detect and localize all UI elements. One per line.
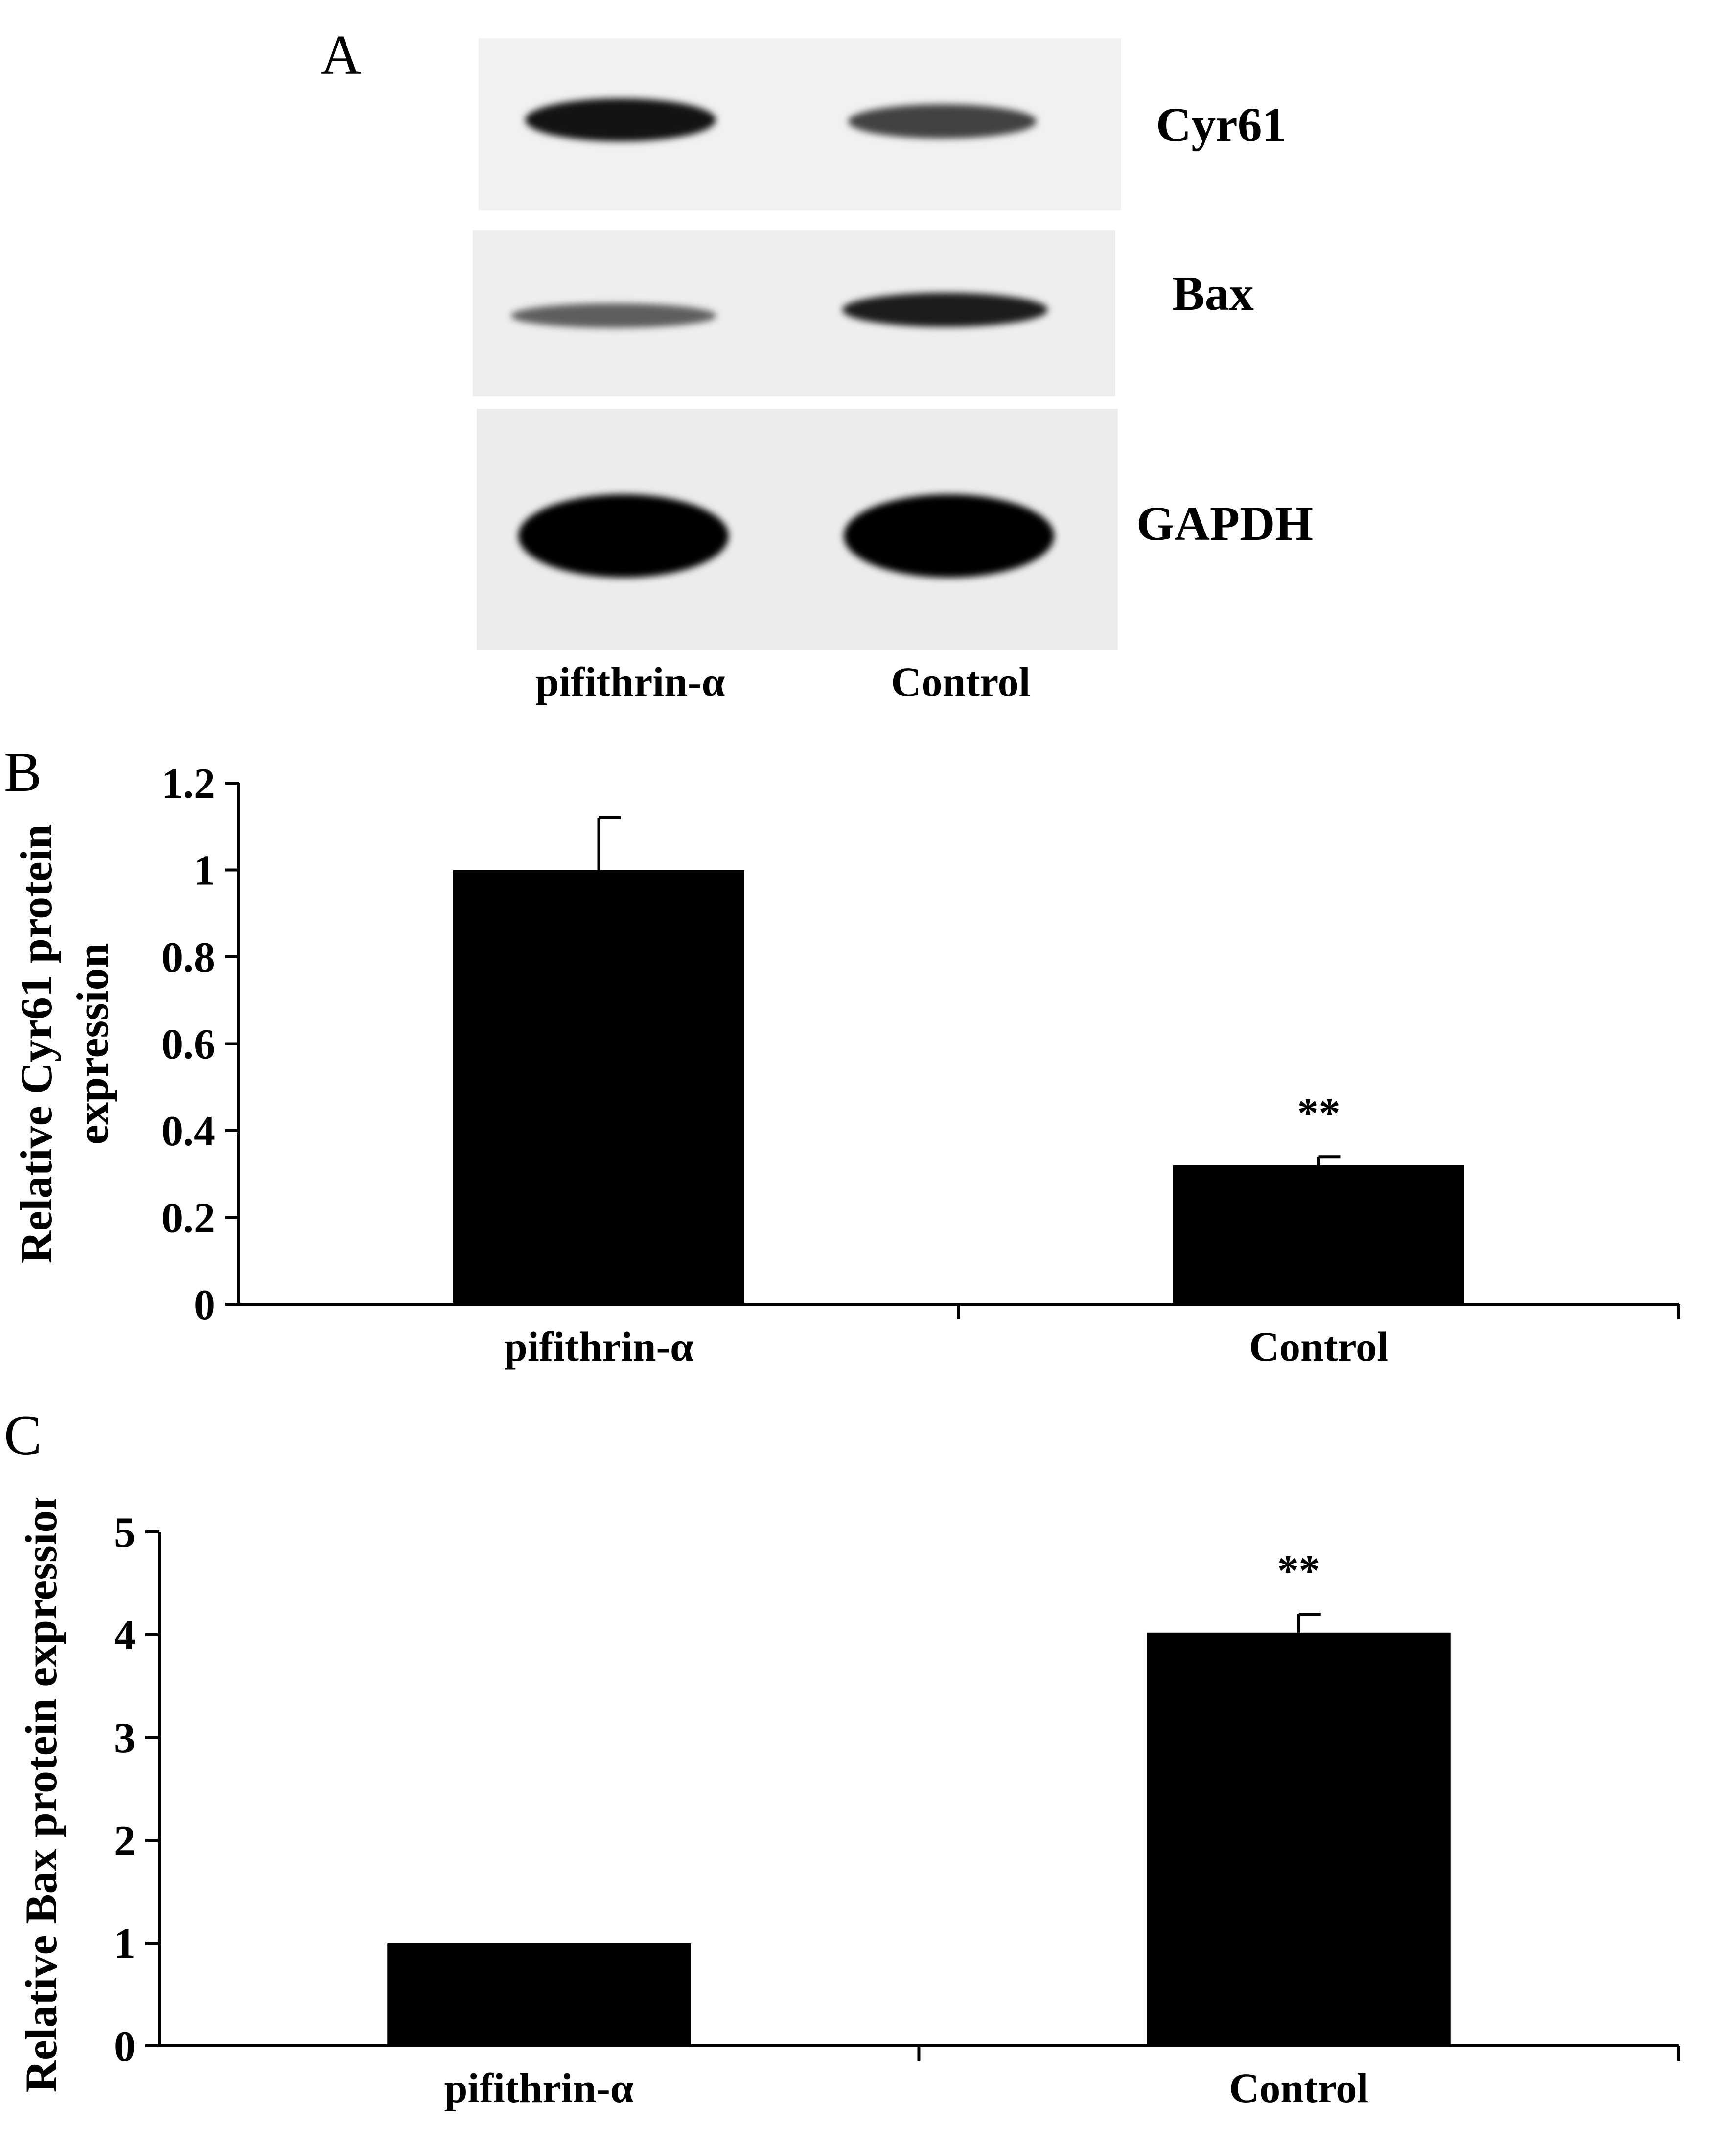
y-tick-label: 0.2: [162, 1195, 215, 1242]
bar-1: [1173, 1165, 1464, 1304]
y-tick-label: 1.2: [162, 760, 215, 808]
y-tick-label: 0.8: [162, 934, 215, 981]
chart-bax: 0 1 2 3 4 5 pifithrin-α ** Control Relative Bax p…: [16, 1498, 1680, 2111]
y-axis-label: expression: [68, 943, 117, 1144]
bar-1: [1147, 1632, 1451, 2046]
blot-lane-label-pifithrin: pifithrin-α: [535, 658, 725, 705]
blot-lane-label-control: Control: [891, 658, 1031, 705]
x-tick-label: pifithrin-α: [504, 1323, 693, 1370]
blot-label-bax: Bax: [1172, 266, 1254, 321]
significance-marker: **: [1277, 1547, 1320, 1595]
blot-band: [518, 494, 729, 578]
panel-label-a: A: [321, 24, 362, 87]
blot-band: [848, 104, 1037, 139]
y-tick-label: 0.4: [162, 1108, 215, 1155]
bar-0: [387, 1943, 691, 2046]
x-tick-label: Control: [1229, 2064, 1368, 2111]
y-tick-label: 4: [114, 1612, 136, 1659]
panel-label-b: B: [4, 741, 42, 804]
blot-band: [511, 303, 716, 328]
chart-cyr61: 0 0.2 0.4 0.6 0.8 1 1.2 pifithrin-α ** Control Rel…: [11, 760, 1680, 1370]
y-tick-label: 2: [114, 1817, 136, 1865]
blot-label-cyr61: Cyr61: [1156, 97, 1287, 152]
blot-strip-cyr61: [479, 38, 1121, 210]
y-tick-label: 0: [194, 1281, 215, 1329]
y-axis-label: Relative Bax protein expression: [16, 1498, 66, 2093]
y-axis-label: Relative Cyr61 protein: [11, 824, 61, 1264]
blot-strip-gapdh: [477, 409, 1118, 650]
panel-label-c: C: [4, 1404, 42, 1467]
y-tick-label: 1: [114, 1920, 136, 1968]
y-tick-label: 1: [194, 847, 215, 895]
y-tick-label: 0.6: [162, 1021, 215, 1068]
y-tick-label: 5: [114, 1509, 136, 1556]
blot-band: [844, 494, 1054, 578]
blot-band: [525, 98, 716, 141]
significance-marker: **: [1297, 1090, 1340, 1137]
y-tick-label: 0: [114, 2023, 136, 2070]
bar-0: [453, 870, 744, 1304]
blot-label-gapdh: GAPDH: [1136, 496, 1314, 551]
blot-strip-bax: [473, 230, 1115, 396]
x-tick-label: Control: [1249, 1323, 1388, 1370]
x-tick-label: pifithrin-α: [444, 2064, 634, 2111]
blot-band: [842, 293, 1048, 327]
y-tick-label: 3: [114, 1715, 136, 1762]
